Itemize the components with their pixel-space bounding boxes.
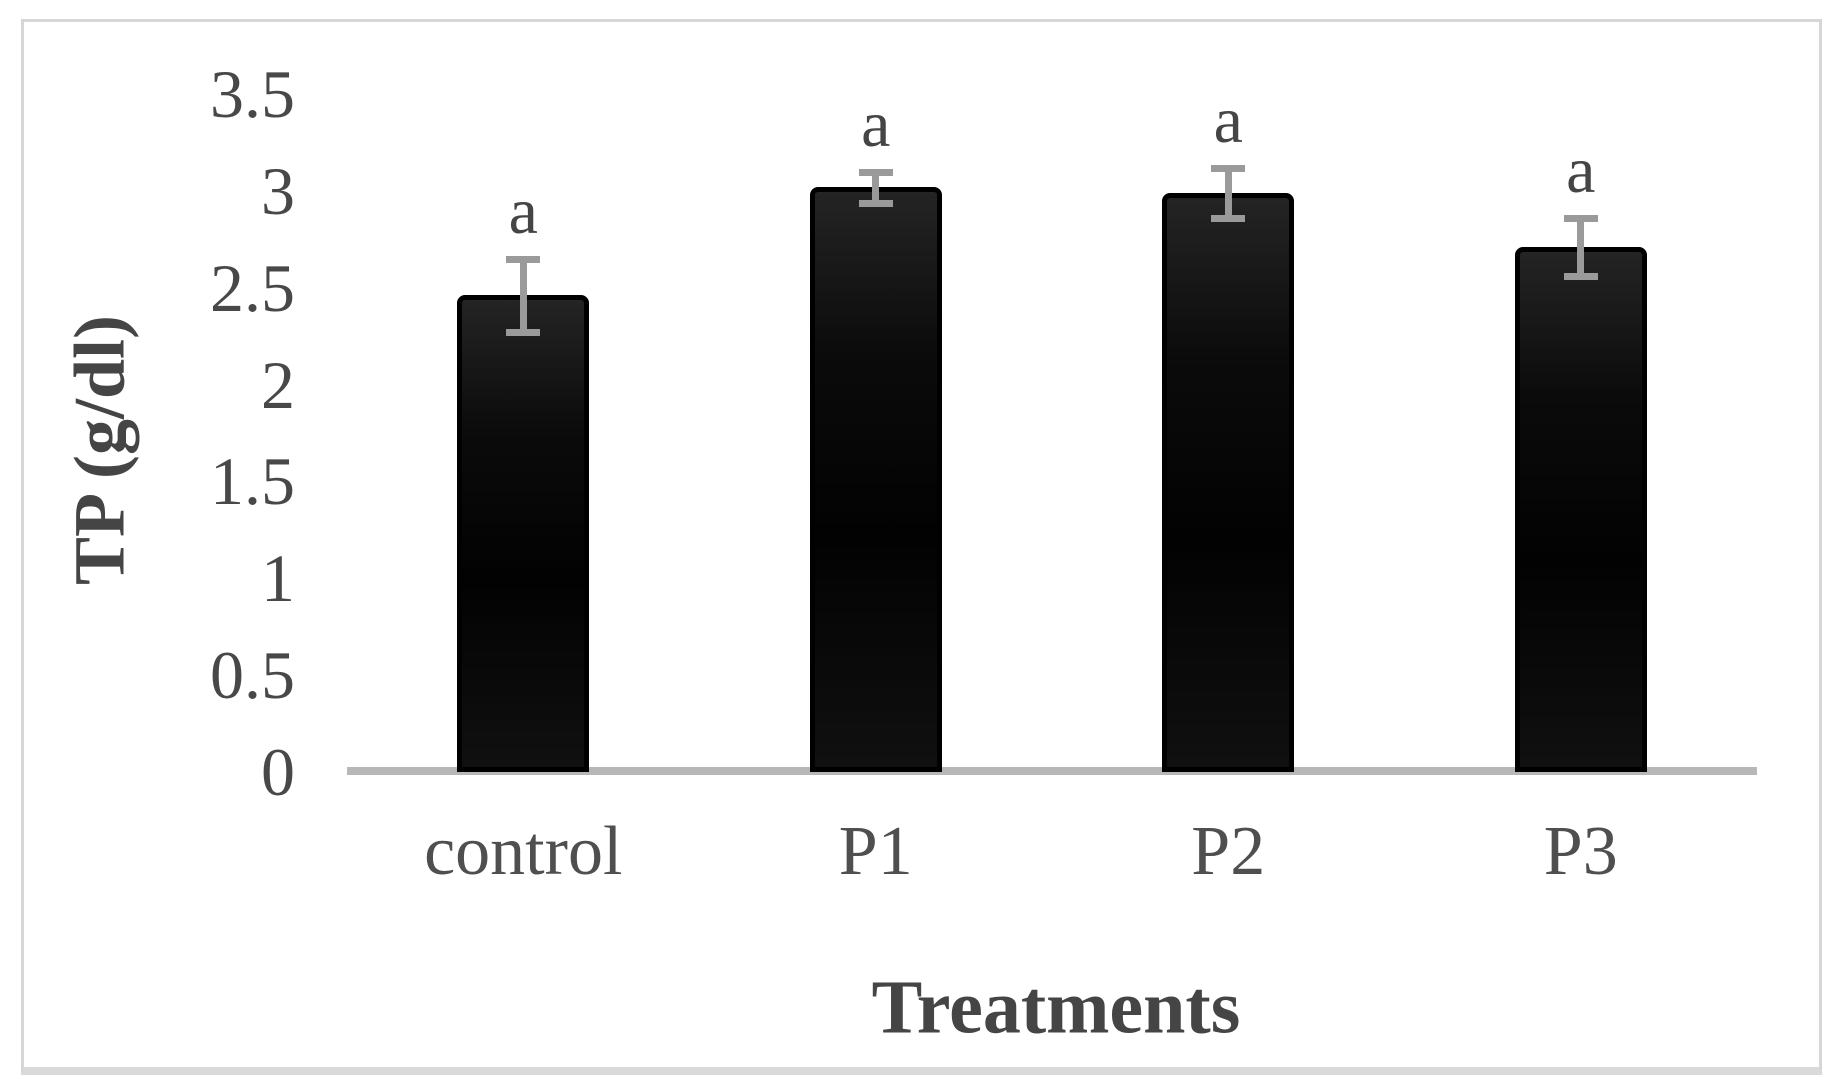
error-bar-top-cap-control <box>506 255 541 263</box>
y-tick-label-1.5: 1.5 <box>210 443 295 520</box>
bar-P3 <box>1514 247 1647 772</box>
error-bar-top-cap-P1 <box>858 168 893 176</box>
y-tick-label-0.5: 0.5 <box>210 637 295 714</box>
x-axis-title: Treatments <box>871 965 1241 1050</box>
error-bar-bottom-cap-P3 <box>1563 273 1598 281</box>
error-bar-line-P3 <box>1577 218 1585 277</box>
error-bar-top-cap-P2 <box>1211 164 1246 172</box>
y-tick-label-2: 2 <box>261 346 295 423</box>
error-bar-bottom-cap-P1 <box>858 199 893 207</box>
error-bar-bottom-cap-P2 <box>1211 215 1246 223</box>
x-tick-label-P2: P2 <box>1191 813 1266 890</box>
x-tick-label-control: control <box>424 813 623 890</box>
x-axis-line <box>347 767 1757 775</box>
error-bar-line-P1 <box>872 171 880 203</box>
x-tick-label-P3: P3 <box>1543 813 1618 890</box>
bar-P2 <box>1162 192 1295 772</box>
significance-label-P2: a <box>1213 83 1243 157</box>
y-tick-label-0: 0 <box>261 734 295 810</box>
significance-label-P3: a <box>1566 134 1596 208</box>
error-bar-top-cap-P3 <box>1563 215 1598 223</box>
y-tick-label-3.5: 3.5 <box>210 56 295 133</box>
bar-P1 <box>809 187 942 772</box>
y-tick-label-1: 1 <box>261 540 295 617</box>
y-tick-label-3: 3 <box>261 152 295 229</box>
error-bar-line-P2 <box>1224 167 1232 218</box>
significance-label-P1: a <box>861 87 891 161</box>
x-tick-label-P1: P1 <box>838 813 913 890</box>
error-bar-line-control <box>519 258 527 333</box>
y-tick-label-2.5: 2.5 <box>210 249 295 326</box>
significance-label-control: a <box>508 174 538 248</box>
error-bar-bottom-cap-control <box>506 329 541 337</box>
bar-control <box>457 295 590 772</box>
